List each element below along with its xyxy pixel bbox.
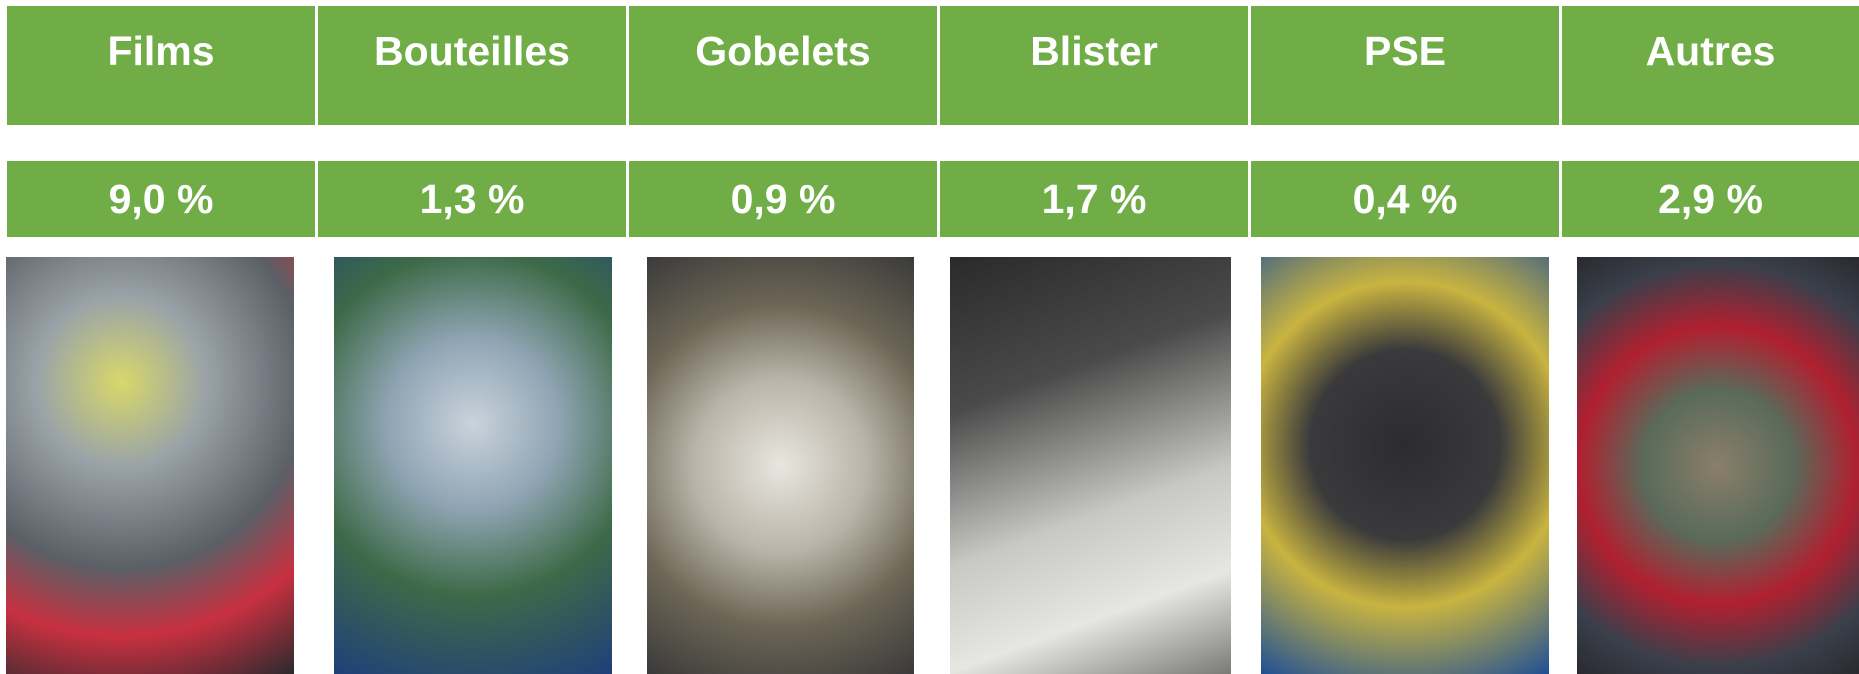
photo xyxy=(334,257,612,674)
page: {"columns": [ {"label": "Films", "value"… xyxy=(0,0,1859,674)
header-cell: Gobelets xyxy=(629,6,937,125)
header-cell: Bouteilles xyxy=(318,6,626,125)
header-label: Films xyxy=(107,28,214,75)
header-cell: Films xyxy=(7,6,315,125)
header-label: Gobelets xyxy=(695,28,870,75)
header-label: Bouteilles xyxy=(374,28,570,75)
photo xyxy=(1261,257,1549,674)
photo xyxy=(647,257,914,674)
value-cell: 1,3 % xyxy=(318,161,626,237)
header-label: PSE xyxy=(1364,28,1446,75)
header-cell: PSE xyxy=(1251,6,1559,125)
header-cell: Autres xyxy=(1562,6,1859,125)
photo xyxy=(6,257,294,674)
value-cell: 0,4 % xyxy=(1251,161,1559,237)
value-cell: 0,9 % xyxy=(629,161,937,237)
value-cell: 1,7 % xyxy=(940,161,1248,237)
value-cell: 2,9 % xyxy=(1562,161,1859,237)
value-cell: 9,0 % xyxy=(7,161,315,237)
photo xyxy=(1577,257,1859,674)
header-cell: Blister xyxy=(940,6,1248,125)
header-label: Autres xyxy=(1646,28,1776,75)
header-label: Blister xyxy=(1030,28,1158,75)
photo xyxy=(950,257,1231,674)
